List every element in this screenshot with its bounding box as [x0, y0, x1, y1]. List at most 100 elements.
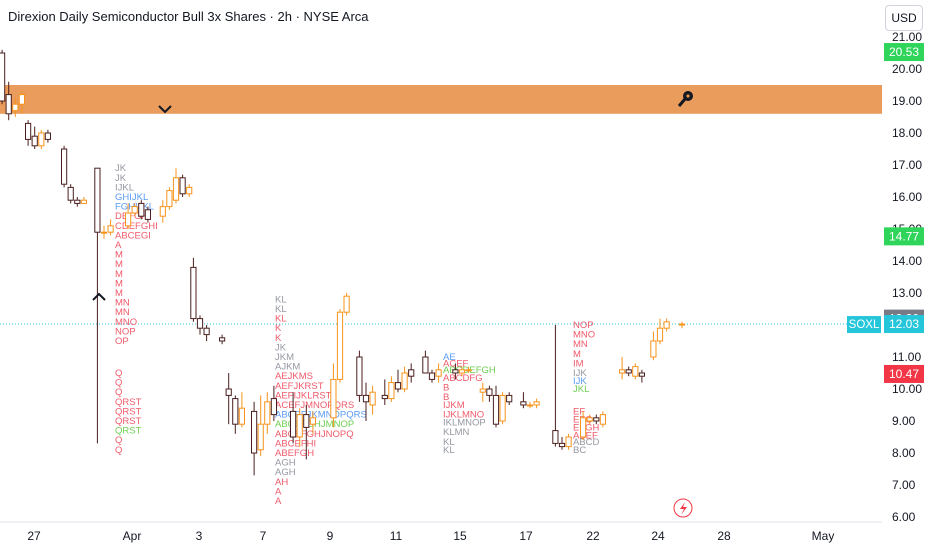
candle-body: [499, 394, 506, 422]
candle-body: [458, 369, 466, 374]
candle-body: [74, 199, 81, 204]
tpo-label: MN: [573, 339, 588, 350]
y-tick-label: 6.00: [892, 510, 916, 524]
candle-body: [533, 401, 540, 406]
x-tick-label: May: [812, 529, 835, 543]
candle-body: [186, 186, 193, 195]
candle-body: [290, 410, 297, 438]
candle-body: [100, 231, 108, 234]
price-badge: [884, 315, 924, 334]
candle-body: [422, 356, 429, 374]
candle-body: [264, 401, 271, 425]
candle-body: [580, 417, 587, 438]
price-badge: [884, 364, 924, 383]
tpo-label: IM: [573, 358, 584, 369]
y-tick-label: 19.00: [892, 94, 922, 108]
price-badge-label: 10.47: [889, 367, 919, 381]
candle-body: [80, 199, 88, 204]
tpo-label: AGH: [275, 458, 296, 469]
tpo-label: B: [443, 382, 449, 393]
candle-body: [31, 135, 38, 147]
candle-body: [179, 177, 186, 195]
tpo-label: KL: [275, 304, 287, 315]
candle-body: [67, 186, 74, 201]
tpo-label: K: [275, 323, 282, 334]
tpo-label: KLMN: [443, 427, 470, 438]
tpo-label: Q: [115, 435, 122, 446]
candle-body: [0, 52, 6, 102]
candle-body: [131, 206, 138, 214]
x-tick-label: 24: [651, 529, 665, 543]
tpo-label: Q: [115, 378, 122, 389]
y-tick-label: 8.00: [892, 446, 916, 460]
price-badge-label: 20.53: [889, 45, 919, 59]
tpo-label: JK: [115, 163, 127, 174]
candle-body: [270, 398, 277, 416]
tpo-label: AJKM: [275, 362, 300, 373]
x-tick-label: 15: [453, 529, 467, 543]
candle-body: [356, 356, 363, 396]
candle-body: [232, 398, 239, 425]
candle-body: [486, 388, 493, 396]
tpo-label: ABCDFG: [443, 373, 483, 384]
y-tick-label: 20.00: [892, 62, 922, 76]
y-tick-label: 21.00: [892, 30, 922, 44]
candle-body: [558, 442, 566, 448]
candle-body: [138, 202, 145, 217]
x-tick-label: 9: [327, 529, 334, 543]
tpo-label: Q: [115, 445, 122, 456]
candle-body: [593, 417, 600, 422]
x-tick-label: 11: [390, 529, 403, 543]
tpo-label: A: [275, 496, 282, 507]
x-tick-label: 22: [586, 529, 600, 543]
x-tick-label: Apr: [123, 529, 142, 543]
tpo-label: KL: [443, 445, 455, 456]
tpo-label: JK: [115, 173, 127, 184]
y-tick-label: 14.00: [892, 254, 922, 268]
candle-body: [552, 430, 559, 444]
chart-title: Direxion Daily Semiconductor Bull 3x Sha…: [8, 9, 369, 24]
tpo-label: IJKLMNO: [443, 410, 484, 421]
candle-body: [144, 209, 152, 220]
tpo-label: KL: [443, 437, 455, 448]
tpo-label: MNO: [115, 317, 137, 328]
candle-body: [479, 388, 486, 393]
tpo-label: AEJKMS: [275, 371, 313, 382]
candle-body: [61, 148, 68, 185]
tpo-label: M: [115, 278, 123, 289]
tpo-label: B: [443, 392, 449, 403]
key-icon: [677, 91, 693, 107]
tpo-label: EF: [573, 406, 585, 417]
y-tick-label: 13.00: [892, 286, 922, 300]
candle-body: [225, 388, 232, 396]
symbol-label: SOXL: [849, 319, 880, 331]
candle-body: [619, 369, 626, 374]
symbol-badge: [847, 316, 881, 334]
flash-icon[interactable]: [673, 498, 693, 518]
candle-body: [38, 132, 45, 147]
x-tick-label: 3: [196, 529, 203, 543]
candle-body: [678, 323, 686, 326]
currency-button[interactable]: USD: [885, 5, 923, 31]
candle-body: [238, 407, 246, 425]
tpo-label: AEFIJKLRST: [275, 390, 332, 401]
y-tick-label: 10.00: [892, 382, 922, 396]
price-badge-label: 12.03: [889, 317, 919, 331]
tpo-label: AEFJKRST: [275, 381, 324, 392]
tpo-label: GHIJKL: [115, 192, 148, 203]
x-tick-label: 17: [519, 529, 533, 543]
y-tick-label: 18.00: [892, 126, 922, 140]
candle-body: [492, 394, 500, 425]
tpo-label: Q: [115, 368, 122, 379]
candle-body: [565, 436, 572, 448]
y-tick-label: 17.00: [892, 158, 922, 172]
candle-body: [343, 295, 350, 313]
up-arrow-icon: [92, 292, 106, 301]
tpo-label: IJKL: [115, 182, 134, 193]
tpo-label: JKL: [573, 384, 589, 395]
candle-body: [303, 414, 310, 428]
candle-body: [381, 394, 388, 400]
candle-body: [5, 94, 12, 115]
tpo-label: ACEFJMNOPQRS: [275, 400, 354, 411]
